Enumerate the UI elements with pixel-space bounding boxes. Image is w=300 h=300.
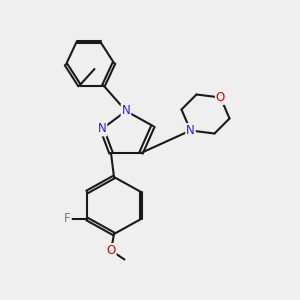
Text: N: N bbox=[122, 104, 130, 118]
Text: N: N bbox=[98, 122, 106, 136]
Text: O: O bbox=[216, 91, 225, 104]
Text: O: O bbox=[106, 244, 116, 257]
Text: N: N bbox=[186, 124, 195, 137]
Text: F: F bbox=[64, 212, 71, 226]
